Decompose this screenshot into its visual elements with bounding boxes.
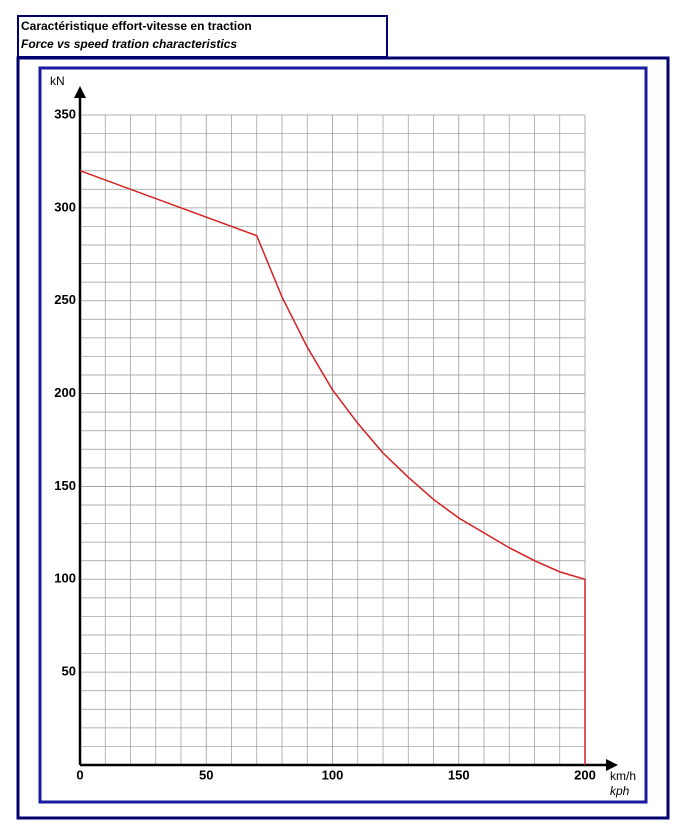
inner-frame	[38, 66, 648, 804]
x-tick-label: 0	[76, 767, 83, 782]
y-tick-label: 350	[54, 106, 76, 121]
x-axis-label: km/h	[610, 769, 636, 783]
y-tick-label: 100	[54, 571, 76, 586]
x-axis-label-en: kph	[610, 784, 630, 798]
x-tick-label: 200	[574, 767, 596, 782]
chart-title: Caractéristique effort-vitesse en tracti…	[21, 19, 252, 33]
x-axis-arrow	[606, 759, 618, 771]
y-tick-label: 150	[54, 478, 76, 493]
x-tick-label: 50	[199, 767, 213, 782]
y-axis-label: kN	[50, 74, 65, 88]
y-tick-label: 200	[54, 385, 76, 400]
chart-subtitle: Force vs speed tration characteristics	[21, 37, 237, 51]
y-tick-label: 50	[62, 664, 76, 679]
outer-frame	[16, 56, 670, 820]
x-tick-label: 150	[448, 767, 470, 782]
y-tick-label: 250	[54, 292, 76, 307]
y-axis-arrow	[74, 86, 86, 98]
y-tick-label: 300	[54, 199, 76, 214]
data-line	[79, 170, 586, 765]
title-box	[17, 15, 388, 58]
x-tick-label: 100	[322, 767, 344, 782]
